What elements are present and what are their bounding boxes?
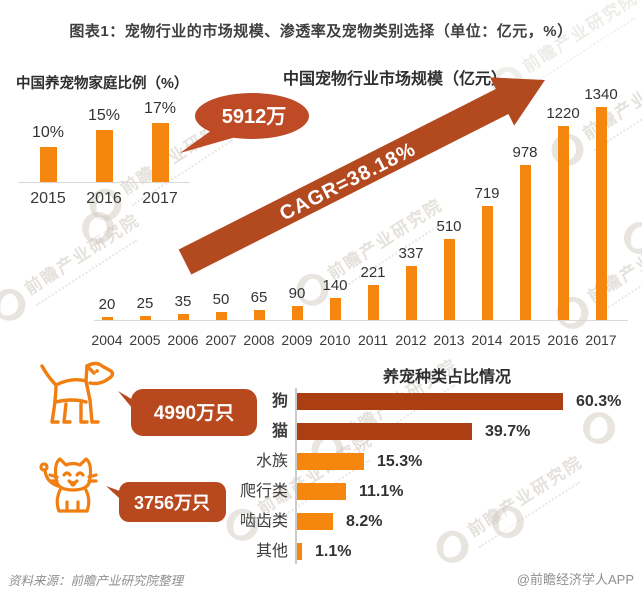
- percent-label: 11.1%: [359, 483, 404, 500]
- main-x-axis-label: 2012: [395, 332, 427, 348]
- mini-chart-axis: [18, 182, 190, 183]
- main-x-axis-label: 2007: [205, 332, 237, 348]
- main-x-axis-label: 2008: [243, 332, 275, 348]
- watermark-swoosh-icon: [576, 405, 622, 451]
- main-x-axis-label: 2016: [547, 332, 579, 348]
- main-bar-value-label: 221: [360, 264, 386, 281]
- main-x-axis-label: 2017: [585, 332, 617, 348]
- percent-label: 15.3%: [377, 453, 423, 470]
- main-x-axis-label: 2005: [129, 332, 161, 348]
- hbar: [297, 483, 346, 500]
- hbar: [297, 543, 302, 560]
- main-bar: [215, 312, 227, 320]
- bottom-chart-axis: [295, 388, 297, 564]
- category-label: 其他: [255, 543, 288, 560]
- watermark-swoosh-icon: [430, 524, 475, 569]
- category-label: 狗: [271, 393, 288, 410]
- source-note: 资料来源：前瞻产业研究院整理: [8, 574, 184, 588]
- main-x-axis-label: 2014: [471, 332, 503, 348]
- mini-bar-value-label: 10%: [31, 124, 65, 141]
- main-bar: [329, 298, 341, 320]
- mini-x-axis-label: 2016: [86, 190, 122, 207]
- pet-type-share-title: 养宠种类占比情况: [382, 369, 511, 386]
- main-bar: [291, 306, 303, 320]
- main-bar-value-label: 1220: [546, 105, 580, 122]
- percent-label: 8.2%: [346, 513, 383, 530]
- main-bar-value-label: 20: [98, 296, 116, 313]
- main-bar-value-label: 1340: [584, 86, 618, 103]
- percent-label: 1.1%: [315, 543, 352, 560]
- main-bar: [253, 310, 265, 320]
- watermark-swoosh-icon: [485, 499, 531, 545]
- main-bar: [367, 285, 379, 320]
- cat-count-label: 3756万只: [134, 493, 210, 513]
- main-bar-value-label: 337: [398, 245, 424, 262]
- main-x-axis-label: 2010: [319, 332, 351, 348]
- main-bar: [101, 317, 113, 320]
- watermark-swoosh-icon: [617, 215, 642, 261]
- main-bar: [595, 107, 607, 320]
- cat-icon: [39, 457, 98, 513]
- main-bar-value-label: 35: [174, 293, 192, 310]
- percent-label: 60.3%: [576, 393, 622, 410]
- pet-owners-callout: 5912万: [180, 93, 309, 153]
- mini-x-axis-label: 2017: [142, 190, 178, 207]
- hbar: [297, 453, 364, 470]
- category-label: 爬行类: [239, 483, 288, 500]
- hbar: [297, 423, 472, 440]
- credit-note: @前瞻经济学人APP: [516, 572, 634, 587]
- main-bar: [557, 126, 569, 320]
- main-bar-value-label: 978: [512, 144, 538, 161]
- percent-label: 39.7%: [485, 423, 531, 440]
- main-x-axis-label: 2009: [281, 332, 313, 348]
- pet-owners-callout-label: 5912万: [222, 106, 287, 128]
- mini-bar-value-label: 15%: [87, 107, 121, 124]
- main-x-axis-label: 2011: [357, 332, 389, 348]
- main-x-axis-label: 2015: [509, 332, 541, 348]
- market-size-title: 中国宠物行业市场规模（亿元）: [282, 71, 507, 88]
- category-label: 水族: [255, 453, 288, 470]
- main-bar-value-label: 510: [436, 218, 462, 235]
- category-label: 啮齿类: [239, 513, 288, 530]
- mini-bar: [151, 123, 169, 182]
- mini-bar: [95, 130, 113, 182]
- main-bar-value-label: 65: [250, 289, 268, 306]
- main-bar-value-label: 140: [322, 277, 348, 294]
- watermark-logo: 前瞻产业研究院: [430, 448, 591, 569]
- cagr-label: CAGR=38.18%: [276, 138, 419, 225]
- main-bar: [443, 239, 455, 320]
- mini-bar-value-label: 17%: [143, 100, 177, 117]
- main-bar-value-label: 90: [288, 285, 306, 302]
- page-title: 图表1：宠物行业的市场规模、渗透率及宠物类别选择（单位：亿元，%）: [69, 23, 573, 40]
- category-label: 猫: [271, 423, 288, 440]
- main-chart-axis: [94, 320, 628, 321]
- hbar: [297, 513, 333, 530]
- main-bar: [481, 206, 493, 320]
- main-x-axis-label: 2004: [91, 332, 123, 348]
- household-ratio-title: 中国养宠物家庭比例（%）: [16, 76, 189, 92]
- watermark-swoosh-icon: [75, 205, 121, 251]
- main-x-axis-label: 2013: [433, 332, 465, 348]
- watermark-swoosh-icon: [0, 282, 32, 327]
- main-bar-value-label: 50: [212, 291, 230, 308]
- watermark-logo: 前瞻产业研究院: [485, 0, 642, 105]
- main-bar: [139, 316, 151, 320]
- watermark-logo: 前瞻产业研究院: [0, 206, 148, 327]
- main-bar: [405, 266, 417, 320]
- mini-bar: [39, 147, 57, 182]
- hbar: [297, 393, 563, 410]
- dog-icon: [40, 361, 115, 424]
- main-x-axis-label: 2006: [167, 332, 199, 348]
- main-bar-value-label: 25: [136, 295, 154, 312]
- main-bar: [177, 314, 189, 320]
- mini-x-axis-label: 2015: [30, 190, 66, 207]
- main-bar-value-label: 719: [474, 185, 500, 202]
- main-bar: [519, 165, 531, 320]
